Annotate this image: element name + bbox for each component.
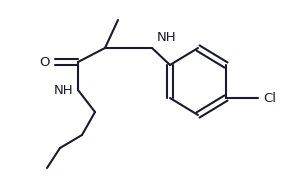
Text: Cl: Cl: [263, 91, 276, 105]
Text: NH: NH: [157, 31, 177, 44]
Text: NH: NH: [53, 84, 73, 96]
Text: O: O: [40, 55, 50, 69]
